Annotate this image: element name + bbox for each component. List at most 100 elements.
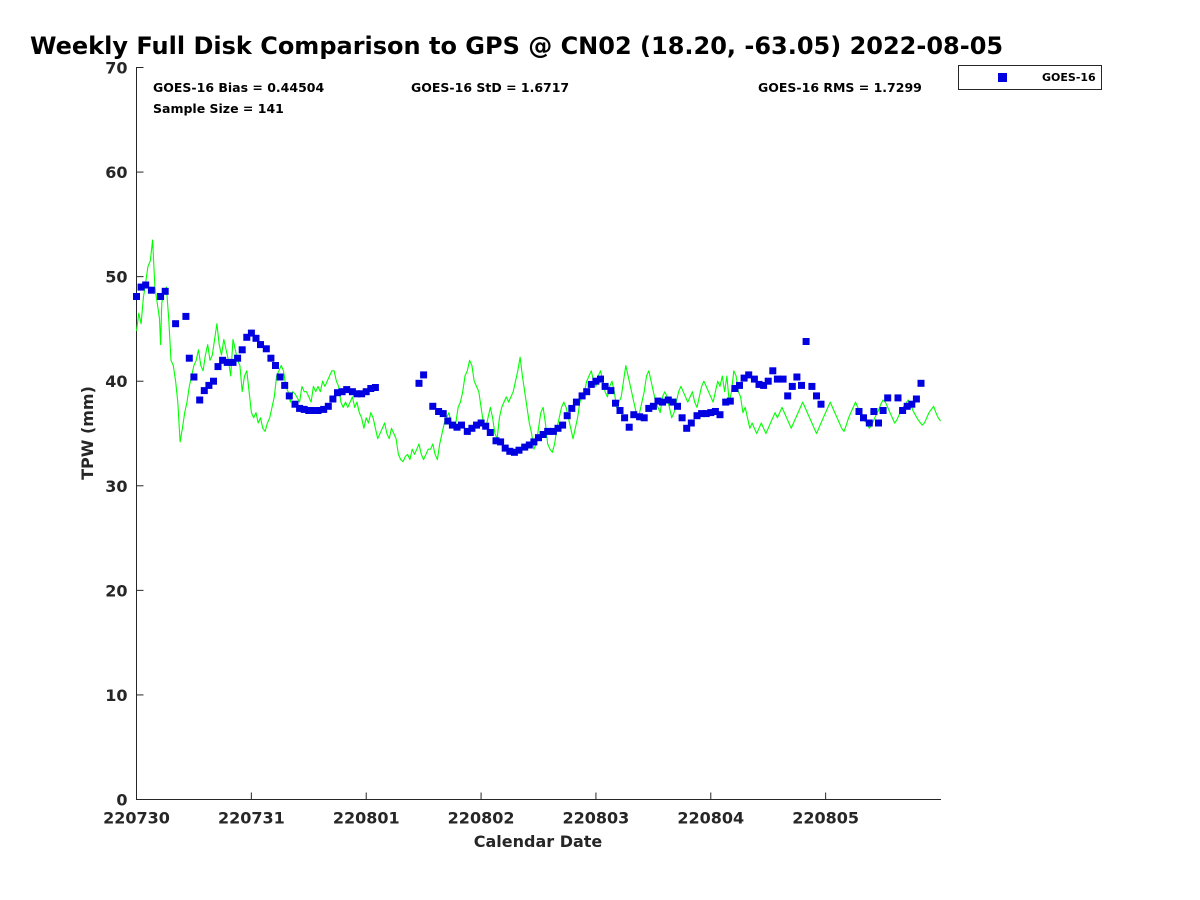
y-axis-label: TPW (mm) <box>78 386 97 480</box>
goes16-point <box>583 388 591 396</box>
goes16-point <box>510 448 518 456</box>
goes16-point <box>683 424 691 432</box>
goes16-point <box>793 373 801 381</box>
goes16-point <box>539 431 547 438</box>
goes16-point <box>515 446 523 454</box>
goes16-point <box>343 386 351 394</box>
goes16-point <box>616 407 624 414</box>
goes16-point <box>698 410 706 418</box>
legend-label-goes16: GOES-16 <box>1042 71 1096 84</box>
goes16-point <box>525 441 533 449</box>
goes16-point <box>157 293 165 300</box>
goes16-point <box>448 421 456 429</box>
goes16-point <box>362 388 370 396</box>
goes16-point <box>636 413 644 421</box>
goes16-point <box>572 398 580 406</box>
std-stat: GOES-16 StD = 1.6717 <box>411 80 569 95</box>
goes16-point <box>674 402 681 410</box>
goes16-point <box>214 363 222 371</box>
x-ticks: 220730 220731 220801 220802 220803 220804 2208… <box>103 792 859 828</box>
goes16-point <box>506 447 514 455</box>
goes16-point <box>320 405 328 413</box>
goes16-point <box>190 373 198 381</box>
goes16-point <box>477 419 485 427</box>
goes16-point <box>338 388 346 396</box>
x-tick-label: 220803 <box>563 809 630 828</box>
goes16-point <box>649 402 657 410</box>
goes16-point <box>137 283 145 291</box>
y-tick-label: 30 <box>105 477 127 496</box>
goes16-point <box>587 380 595 388</box>
goes16-point <box>473 421 480 429</box>
goes16-point <box>530 438 538 446</box>
goes16-point <box>463 427 471 435</box>
plot-background <box>136 67 941 800</box>
goes16-point <box>664 396 672 404</box>
goes16-point <box>334 389 341 397</box>
goes16-point <box>147 286 155 294</box>
goes16-point <box>247 329 255 337</box>
goes16-point <box>435 408 443 415</box>
goes16-point <box>267 354 275 362</box>
y-tick-label: 70 <box>105 59 127 78</box>
goes16-point <box>272 362 279 369</box>
goes16-point <box>640 414 648 422</box>
goes16-point <box>731 385 739 392</box>
y-ticks: 0 10 20 30 40 50 60 70 <box>105 59 144 810</box>
goes16-point <box>420 371 428 379</box>
goes16-point <box>621 414 629 422</box>
goes16-point <box>200 387 208 395</box>
goes16-point <box>702 410 710 418</box>
y-tick-label: 10 <box>105 686 127 705</box>
goes16-point <box>760 381 768 389</box>
goes16-point <box>687 419 695 427</box>
goes16-point <box>607 387 615 395</box>
goes16-point <box>544 427 552 435</box>
rms-stat: GOES-16 RMS = 1.7299 <box>758 80 922 95</box>
bias-stat: GOES-16 Bias = 0.44504 <box>153 80 324 95</box>
goes16-point <box>678 414 686 422</box>
goes16-point <box>285 392 293 400</box>
goes16-point <box>429 402 437 410</box>
goes16-point <box>784 392 792 400</box>
goes16-point <box>291 400 299 408</box>
goes16-point <box>314 407 322 414</box>
goes16-point <box>501 444 509 452</box>
goes16-point <box>645 404 653 412</box>
goes16-point <box>276 373 284 381</box>
goes16-point <box>549 427 557 435</box>
goes16-point <box>521 443 529 451</box>
goes16-point <box>592 377 600 385</box>
goes16-point <box>860 414 867 422</box>
goes16-point <box>917 379 925 387</box>
goes16-point <box>238 346 246 354</box>
goes-series <box>133 281 925 456</box>
goes16-point <box>764 377 772 385</box>
goes16-point <box>865 419 873 427</box>
goes16-point <box>300 405 308 413</box>
goes16-point <box>802 338 810 345</box>
goes16-point <box>798 381 805 389</box>
goes16-point <box>601 382 609 390</box>
goes16-point <box>554 424 562 432</box>
x-tick-label: 220802 <box>448 809 515 828</box>
goes16-point <box>358 390 366 398</box>
goes16-point <box>899 407 907 414</box>
goes16-point <box>630 411 638 419</box>
goes16-point <box>855 408 863 415</box>
goes16-point <box>625 423 633 431</box>
goes16-point <box>745 371 753 379</box>
goes16-point <box>252 334 260 342</box>
goes16-point <box>444 417 452 425</box>
goes16-point <box>210 377 217 385</box>
legend-marker-goes16 <box>998 73 1007 82</box>
y-tick-label: 20 <box>105 581 127 600</box>
goes16-point <box>468 424 476 432</box>
goes16-point <box>492 437 500 445</box>
chart-title: Weekly Full Disk Comparison to GPS @ CN0… <box>30 32 1003 60</box>
goes16-point <box>875 419 882 427</box>
goes16-point <box>234 354 242 362</box>
goes16-point <box>281 381 289 389</box>
goes16-point <box>788 382 796 390</box>
